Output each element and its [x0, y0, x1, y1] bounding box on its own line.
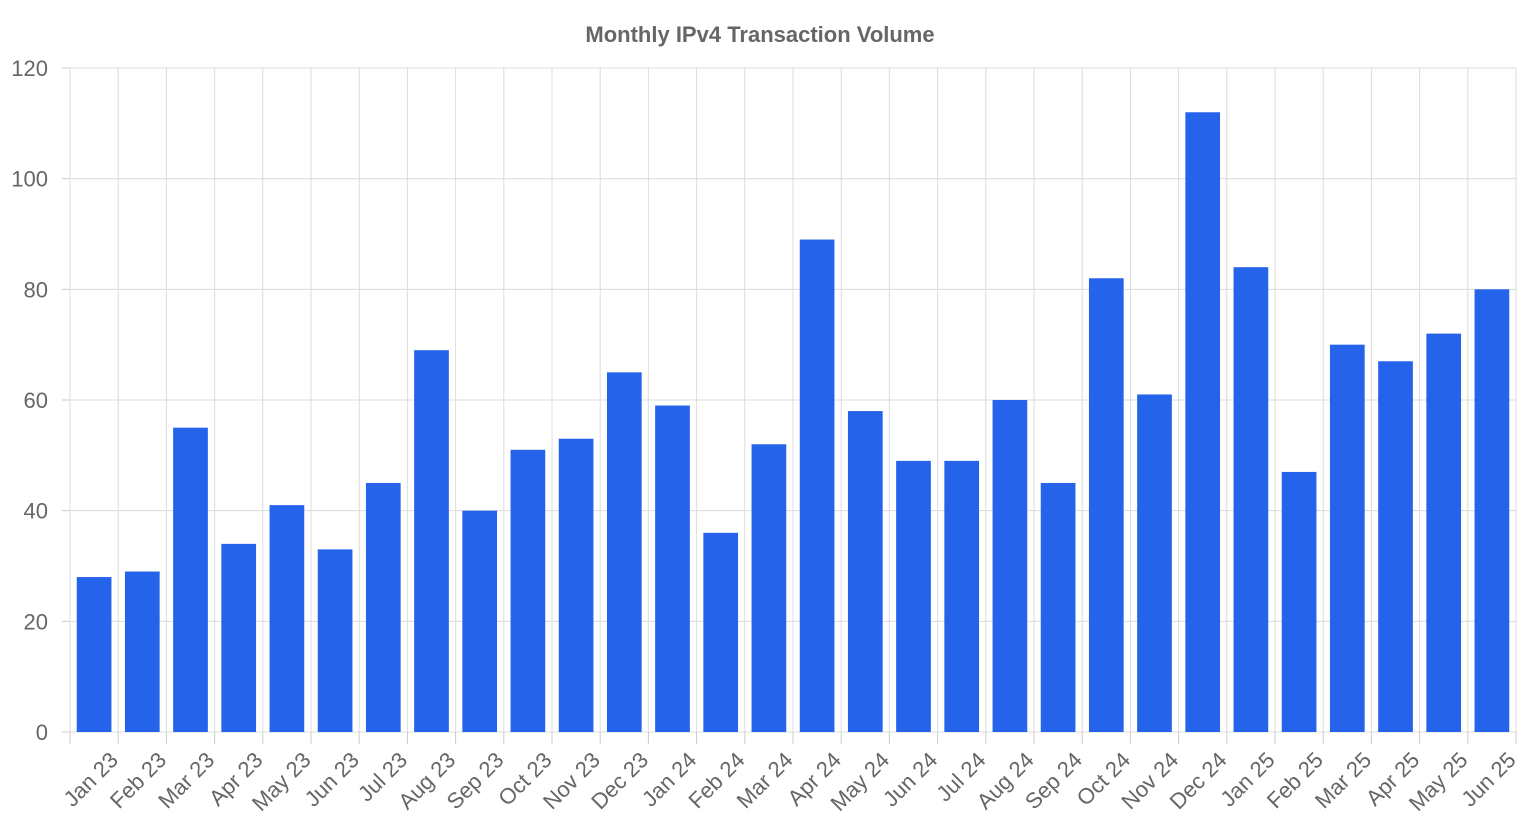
bar: [847, 411, 883, 732]
bar: [703, 532, 739, 732]
bar: [317, 549, 353, 732]
y-tick-label: 60: [24, 388, 48, 413]
bars: [76, 112, 1510, 733]
x-tick-label: Jun 23: [300, 747, 364, 811]
bar: [1329, 344, 1365, 732]
y-tick-label: 0: [36, 720, 48, 745]
bar: [76, 577, 112, 732]
bar: [414, 350, 449, 732]
bar: [1088, 278, 1124, 732]
bar: [1040, 483, 1076, 732]
bar: [124, 571, 160, 732]
bar: [510, 449, 546, 732]
bar: [1233, 267, 1269, 732]
bar: [1426, 333, 1462, 732]
y-tick-label: 20: [24, 609, 48, 634]
bar: [1378, 361, 1413, 732]
bar: [992, 400, 1028, 732]
bar: [1281, 471, 1317, 732]
bar: [944, 460, 980, 732]
x-tick-label: Jun 25: [1456, 747, 1520, 811]
bar: [365, 483, 401, 732]
y-tick-label: 80: [24, 277, 48, 302]
bar: [606, 372, 642, 732]
bar: [799, 239, 835, 733]
bar: [1185, 112, 1221, 733]
bar: [896, 460, 931, 732]
y-axis-ticks: 0 20 40 60 80 100 120: [11, 56, 48, 745]
bar: [1137, 394, 1172, 732]
bar: [462, 510, 498, 732]
bar: [173, 427, 208, 732]
bar: [269, 505, 305, 732]
bar: [655, 405, 690, 732]
bar: [558, 438, 594, 732]
bar: [221, 543, 257, 732]
bar: [1474, 289, 1510, 732]
grid: [62, 67, 1517, 744]
y-tick-label: 120: [11, 56, 48, 81]
y-tick-label: 100: [11, 167, 48, 192]
x-tick-label: Jun 24: [878, 747, 942, 811]
y-tick-label: 40: [24, 499, 48, 524]
bar: [751, 444, 787, 732]
chart-title: Monthly IPv4 Transaction Volume: [585, 22, 934, 47]
